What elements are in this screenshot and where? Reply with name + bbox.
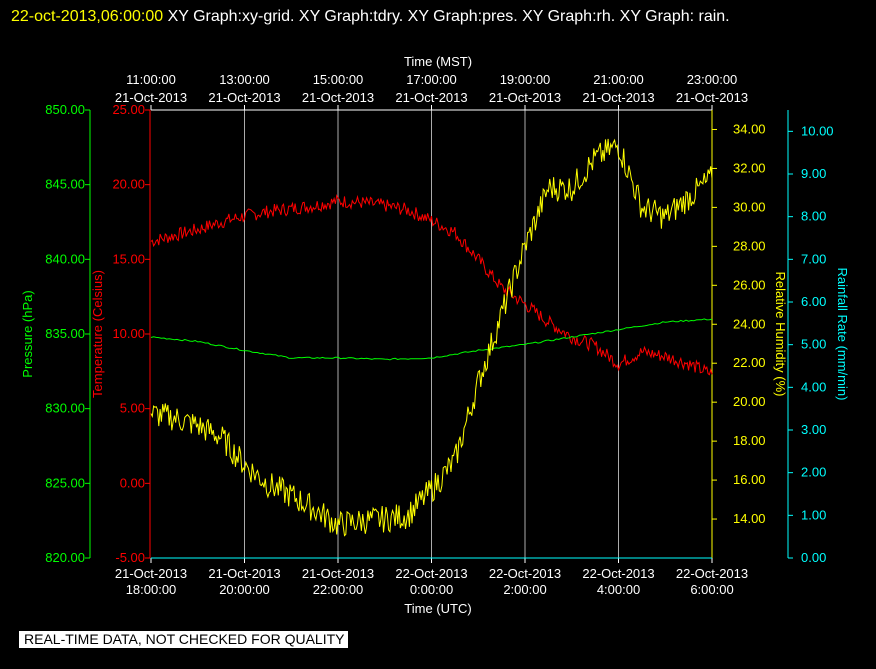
pressure-tick-label: 845.00 — [45, 177, 85, 192]
humidity-tick-label: 18.00 — [733, 433, 766, 448]
rainfall-tick-label: 5.00 — [801, 337, 826, 352]
humidity-tick-label: 22.00 — [733, 355, 766, 370]
x-axis-title: Time (UTC) — [404, 601, 471, 616]
humidity-tick-label: 20.00 — [733, 394, 766, 409]
humidity-tick-label: 16.00 — [733, 472, 766, 487]
pressure-tick-label: 830.00 — [45, 401, 85, 416]
x-top-tick-label: 21-Oct-2013 — [208, 90, 280, 105]
x-tick-label: 22-Oct-2013 — [395, 566, 467, 581]
series-lines — [150, 138, 713, 559]
humidity-tick-label: 34.00 — [733, 121, 766, 136]
x-top-tick-label: 21-Oct-2013 — [395, 90, 467, 105]
temperature-tick-label: 15.00 — [112, 251, 145, 266]
x-top-tick-label: 13:00:00 — [219, 72, 270, 87]
quality-notice: REAL-TIME DATA, NOT CHECKED FOR QUALITY — [19, 631, 349, 648]
pressure-axis-title: Pressure (hPa) — [20, 290, 35, 377]
temperature-tick-label: 10.00 — [112, 326, 145, 341]
graph-description: XY Graph:xy-grid. XY Graph:tdry. XY Grap… — [167, 8, 730, 25]
humidity-tick-label: 14.00 — [733, 511, 766, 526]
rainfall-tick-label: 7.00 — [801, 251, 826, 266]
pressure-tick-label: 840.00 — [45, 251, 85, 266]
rainfall-tick-label: 4.00 — [801, 379, 826, 394]
rainfall-tick-label: 6.00 — [801, 294, 826, 309]
axis-labels: 21-Oct-201318:00:0011:00:0021-Oct-201321… — [20, 54, 850, 616]
x-tick-label: 2:00:00 — [503, 582, 546, 597]
temperature-tick-label: 25.00 — [112, 102, 145, 117]
rainfall-tick-label: 10.00 — [801, 123, 834, 138]
x-top-tick-label: 21:00:00 — [593, 72, 644, 87]
temperature-line — [150, 193, 713, 376]
axes — [85, 105, 793, 563]
pressure-tick-label: 835.00 — [45, 326, 85, 341]
humidity-tick-label: 26.00 — [733, 277, 766, 292]
x-tick-label: 22:00:00 — [313, 582, 364, 597]
rainfall-axis-title: Rainfall Rate (mm/min) — [835, 268, 850, 401]
rainfall-tick-label: 2.00 — [801, 465, 826, 480]
rainfall-tick-label: 3.00 — [801, 422, 826, 437]
temperature-tick-label: 5.00 — [120, 401, 145, 416]
humidity-tick-label: 28.00 — [733, 238, 766, 253]
pressure-tick-label: 820.00 — [45, 550, 85, 565]
x-tick-label: 6:00:00 — [690, 582, 733, 597]
humidity-tick-label: 32.00 — [733, 160, 766, 175]
x-top-tick-label: 23:00:00 — [687, 72, 738, 87]
x-tick-label: 18:00:00 — [126, 582, 177, 597]
temperature-tick-label: 0.00 — [120, 475, 145, 490]
x-top-tick-label: 17:00:00 — [406, 72, 457, 87]
humidity-axis-title: Relative Humidity (%) — [773, 272, 788, 397]
x-top-axis-title: Time (MST) — [404, 54, 472, 69]
page-header: 22-oct-2013,06:00:00 XY Graph:xy-grid. X… — [11, 4, 871, 29]
humidity-tick-label: 24.00 — [733, 316, 766, 331]
rainfall-tick-label: 9.00 — [801, 166, 826, 181]
x-tick-label: 21-Oct-2013 — [302, 566, 374, 581]
temperature-tick-label: 20.00 — [112, 177, 145, 192]
x-tick-label: 22-Oct-2013 — [489, 566, 561, 581]
x-tick-label: 0:00:00 — [410, 582, 453, 597]
pressure-tick-label: 825.00 — [45, 475, 85, 490]
x-top-tick-label: 15:00:00 — [313, 72, 364, 87]
x-top-tick-label: 21-Oct-2013 — [115, 90, 187, 105]
pressure-line — [150, 318, 713, 361]
pressure-tick-label: 850.00 — [45, 102, 85, 117]
rainfall-tick-label: 0.00 — [801, 550, 826, 565]
x-tick-label: 21-Oct-2013 — [208, 566, 280, 581]
humidity-line — [150, 138, 713, 537]
rainfall-tick-label: 1.00 — [801, 507, 826, 522]
x-tick-label: 21-Oct-2013 — [115, 566, 187, 581]
rainfall-tick-label: 8.00 — [801, 209, 826, 224]
x-tick-label: 20:00:00 — [219, 582, 270, 597]
x-top-tick-label: 21-Oct-2013 — [489, 90, 561, 105]
x-top-tick-label: 19:00:00 — [500, 72, 551, 87]
x-top-tick-label: 11:00:00 — [126, 72, 176, 87]
x-top-tick-label: 21-Oct-2013 — [302, 90, 374, 105]
x-tick-label: 22-Oct-2013 — [582, 566, 654, 581]
timestamp: 22-oct-2013,06:00:00 — [11, 8, 164, 25]
x-top-tick-label: 21-Oct-2013 — [582, 90, 654, 105]
x-top-tick-label: 21-Oct-2013 — [676, 90, 748, 105]
temperature-axis-title: Temperature (Celsius) — [90, 270, 105, 398]
x-tick-label: 22-Oct-2013 — [676, 566, 748, 581]
x-tick-label: 4:00:00 — [597, 582, 640, 597]
temperature-tick-label: -5.00 — [115, 550, 145, 565]
humidity-tick-label: 30.00 — [733, 199, 766, 214]
